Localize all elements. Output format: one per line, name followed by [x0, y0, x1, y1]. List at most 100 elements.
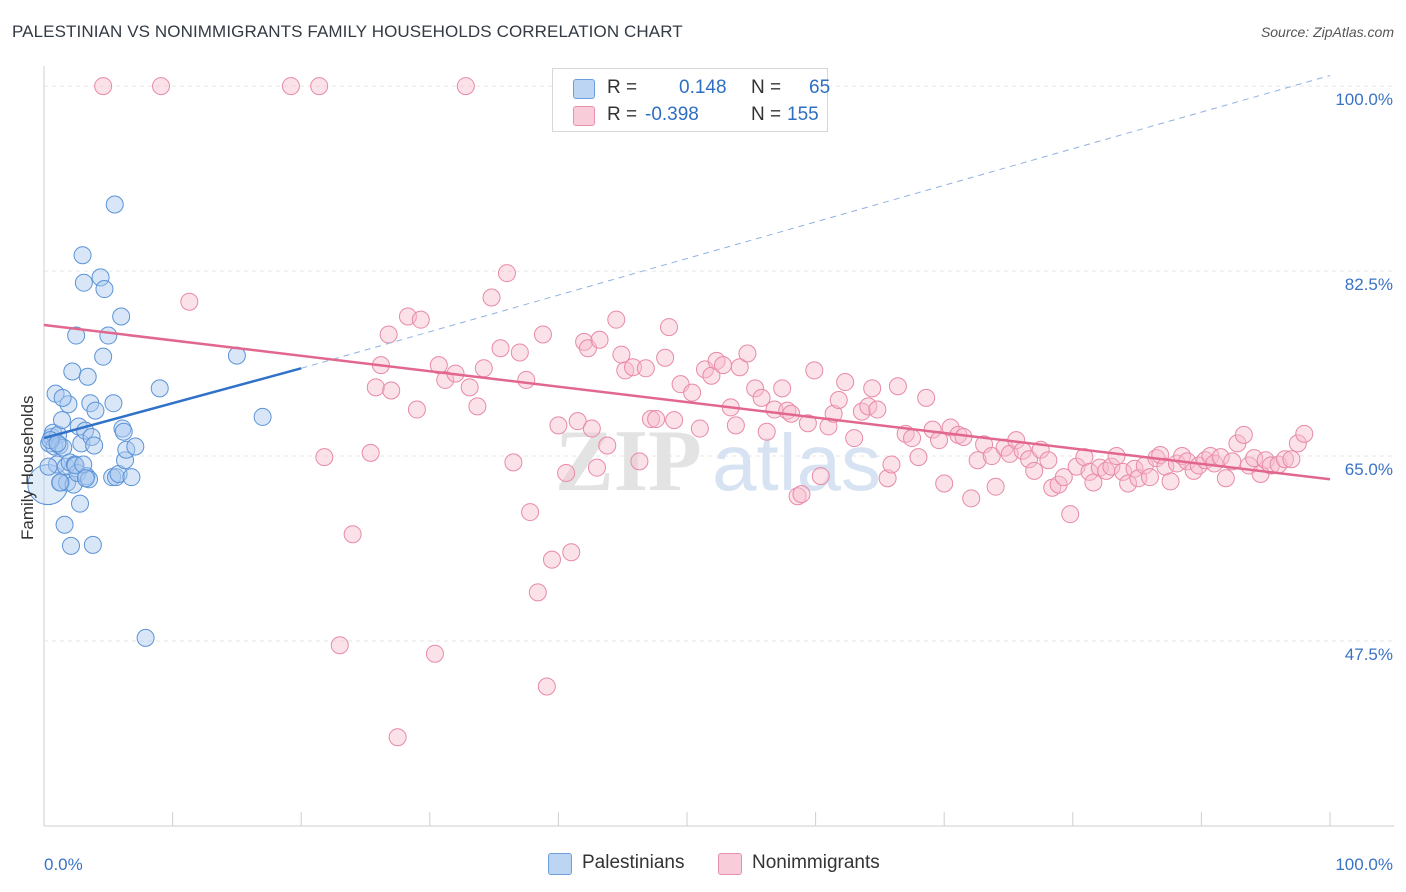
nonimmigrant-point	[379, 325, 398, 344]
nonimmigrant-point	[811, 467, 830, 486]
nonimmigrant-point	[888, 377, 907, 396]
legend-swatch-pink	[573, 106, 595, 126]
nonimmigrant-point	[533, 325, 552, 344]
nonimmigrant-point	[714, 356, 733, 375]
nonimmigrant-point	[1223, 452, 1242, 471]
nonimmigrant-point	[968, 451, 987, 470]
nonimmigrant-point	[1113, 462, 1132, 481]
nonimmigrant-point	[941, 418, 960, 437]
x-tick-label-min: 0.0%	[44, 855, 83, 874]
nonimmigrant-point	[1107, 447, 1126, 466]
palestinian-point	[112, 307, 131, 326]
nonimmigrant-point	[598, 436, 617, 455]
nonimmigrant-point	[1234, 425, 1253, 444]
palestinian-point	[48, 434, 67, 453]
palestinian-point	[122, 468, 141, 487]
nonimmigrant-point	[798, 414, 817, 433]
nonimmigrant-point	[411, 310, 430, 329]
y-axis-label: Family Households	[18, 395, 37, 540]
nonimmigrant-point	[315, 448, 334, 467]
nonimmigrant-point	[757, 422, 776, 441]
legend-n-value: 155	[787, 104, 819, 125]
nonimmigrant-point	[1054, 468, 1073, 487]
palestinian-point	[113, 419, 132, 438]
y-tick-label: 65.0%	[1345, 460, 1393, 479]
legend-swatch-blue	[548, 853, 572, 875]
nonimmigrant-point	[863, 379, 882, 398]
nonimmigrant-point	[878, 469, 897, 488]
nonimmigrant-point	[388, 728, 407, 747]
palestinians-points	[27, 195, 272, 647]
nonimmigrants-trend-line	[43, 323, 1331, 481]
tick-labels: 47.5% 65.0% 82.5% 100.0% 0.0% 100.0%	[44, 90, 1393, 874]
legend-swatch-blue	[573, 79, 595, 99]
palestinian-point	[51, 473, 70, 492]
nonimmigrant-point	[549, 416, 568, 435]
nonimmigrant-point	[623, 358, 642, 377]
palestinian-point	[136, 628, 155, 647]
palestinian-point	[53, 411, 72, 430]
legend-r-value: -0.398	[645, 104, 699, 125]
nonimmigrant-point	[868, 400, 887, 419]
palestinian-point	[95, 280, 114, 299]
legend-r-value: 0.148	[679, 77, 727, 98]
nonimmigrant-point	[343, 525, 362, 544]
palestinian-point	[104, 394, 123, 413]
nonimmigrant-point	[746, 379, 765, 398]
legend-text-palestinians: Palestinians	[582, 852, 685, 873]
nonimmigrant-point	[805, 361, 824, 380]
palestinians-trend-extension	[301, 75, 1331, 369]
nonimmigrant-point	[647, 410, 666, 429]
palestinian-point	[85, 436, 104, 455]
palestinian-point	[62, 536, 81, 555]
palestinian-point	[39, 457, 58, 476]
nonimmigrant-point	[1161, 472, 1180, 491]
palestinians-trend-line	[43, 367, 302, 440]
nonimmigrant-point	[590, 330, 609, 349]
nonimmigrant-point	[752, 388, 771, 407]
palestinian-point	[53, 388, 72, 407]
nonimmigrant-point	[1119, 474, 1138, 493]
nonimmigrant-point	[504, 453, 523, 472]
nonimmigrant-point	[407, 400, 426, 419]
nonimmigrant-point	[510, 343, 529, 362]
nonimmigrant-point	[1140, 468, 1159, 487]
legend-r-label: R =	[607, 104, 638, 125]
legend-swatch-pink	[718, 853, 742, 875]
nonimmigrant-point	[587, 458, 606, 477]
nonimmigrant-point	[845, 429, 864, 448]
nonimmigrant-point	[726, 416, 745, 435]
palestinian-point	[74, 273, 93, 292]
nonimmigrant-point	[1295, 424, 1314, 443]
palestinian-point	[253, 407, 272, 426]
nonimmigrant-point	[636, 359, 655, 378]
nonimmigrant-point	[730, 358, 749, 377]
nonimmigrant-point	[1288, 434, 1307, 453]
nonimmigrant-point	[497, 264, 516, 283]
palestinian-point	[107, 468, 126, 487]
nonimmigrant-point	[436, 370, 455, 389]
nonimmigrant-point	[909, 448, 928, 467]
nonimmigrant-point	[659, 318, 678, 337]
nonimmigrant-point	[986, 477, 1005, 496]
nonimmigrant-point	[468, 397, 487, 416]
legend-text-nonimmigrants: Nonimmigrants	[752, 852, 880, 873]
nonimmigrant-point	[656, 348, 675, 367]
palestinian-point	[76, 469, 95, 488]
nonimmigrant-point	[456, 77, 475, 96]
nonimmigrant-point	[366, 378, 385, 397]
nonimmigrant-point	[482, 288, 501, 307]
legend-n-label: N =	[751, 104, 782, 125]
nonimmigrant-point	[773, 379, 792, 398]
x-tick-label-max: 100.0%	[1335, 855, 1393, 874]
nonimmigrant-point	[474, 359, 493, 378]
nonimmigrant-point	[517, 370, 536, 389]
palestinian-point	[78, 367, 97, 386]
palestinian-point	[71, 494, 90, 513]
palestinian-point	[94, 347, 113, 366]
palestinian-point	[91, 268, 110, 287]
source-label: Source: ZipAtlas.com	[1260, 24, 1394, 40]
palestinian-point	[63, 362, 82, 381]
nonimmigrant-point	[683, 383, 702, 402]
